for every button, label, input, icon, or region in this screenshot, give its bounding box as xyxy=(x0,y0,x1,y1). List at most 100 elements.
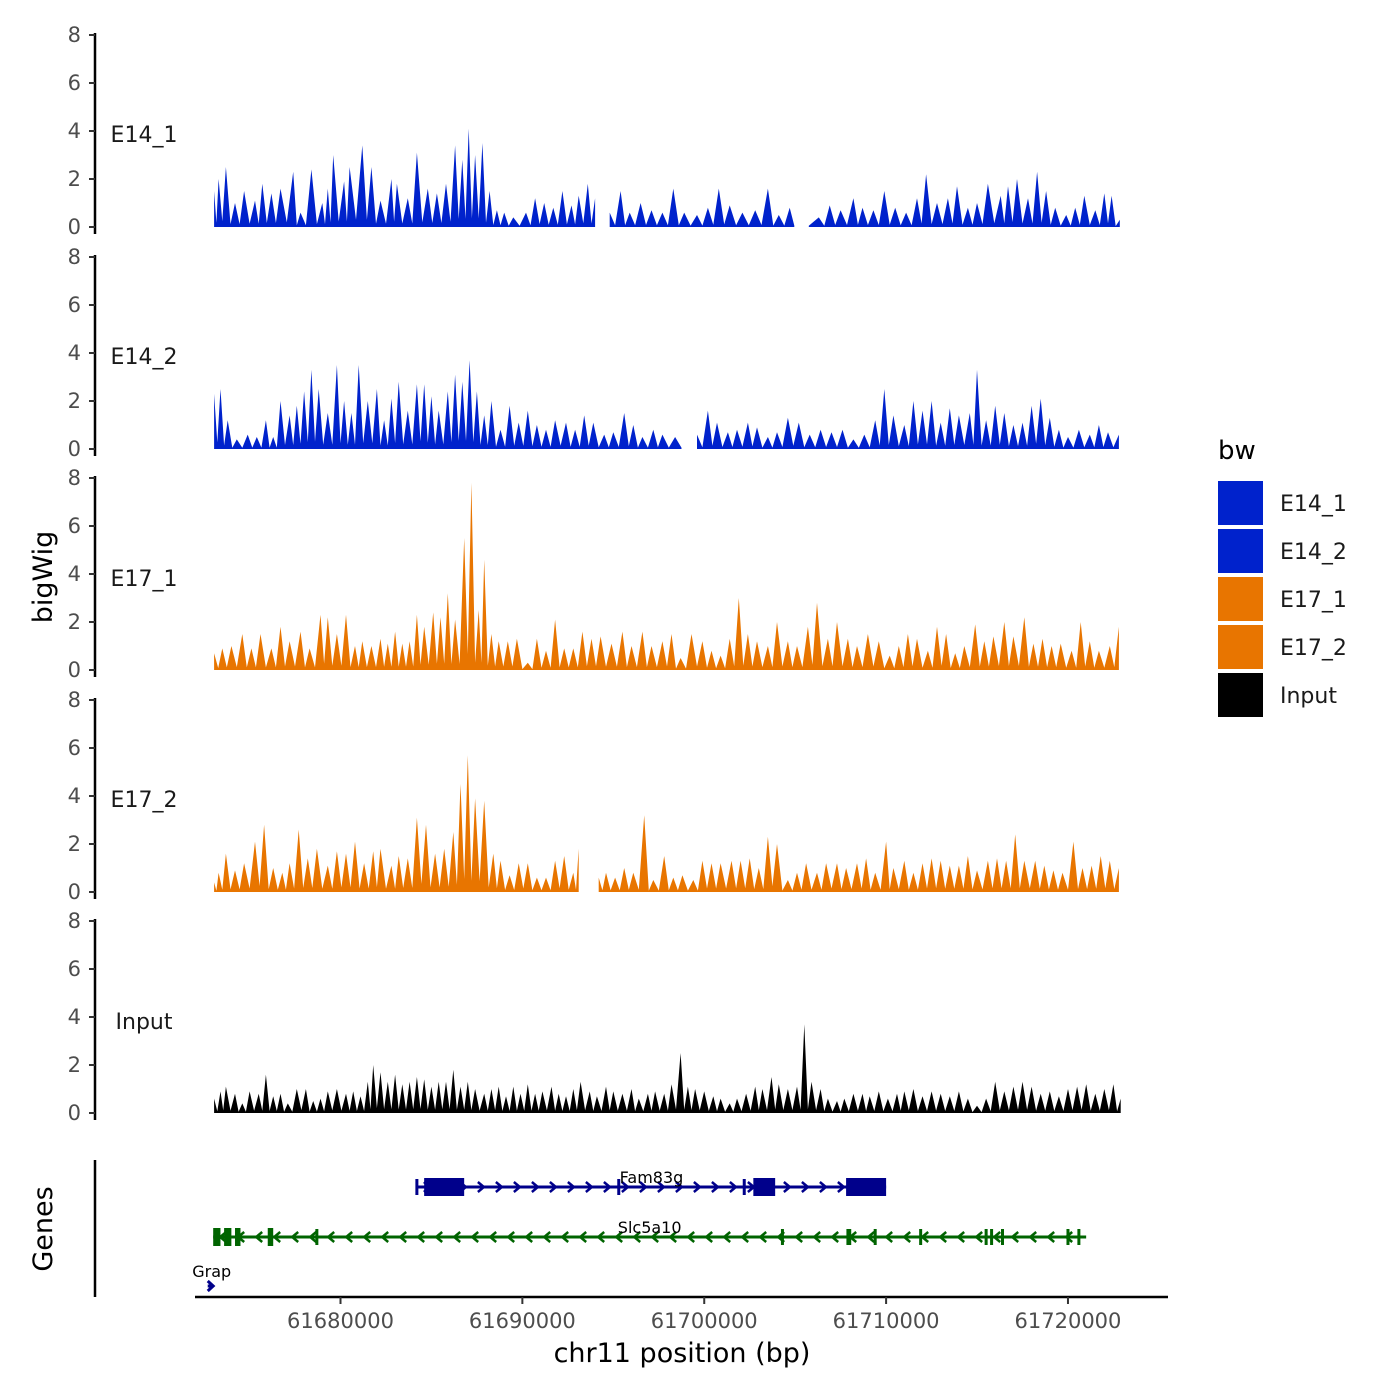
strand-arrow xyxy=(794,1231,803,1243)
y-tick-label: 8 xyxy=(68,23,81,47)
strand-arrow xyxy=(596,1231,605,1243)
y-tick-label: 2 xyxy=(68,1053,81,1077)
y-tick-label: 4 xyxy=(68,784,81,808)
coverage-area-E17_2 xyxy=(598,815,1119,892)
strand-arrow xyxy=(344,1231,353,1243)
strand-arrow xyxy=(956,1231,965,1243)
strand-arrow xyxy=(272,1231,281,1243)
strand-arrow xyxy=(398,1231,407,1243)
gene-label: Slc5a10 xyxy=(618,1218,682,1237)
legend-title: bw xyxy=(1218,436,1256,466)
coverage-area-E17_1 xyxy=(214,482,1119,670)
legend-swatch-E17_1 xyxy=(1218,577,1263,621)
track-label: Input xyxy=(116,1010,173,1035)
strand-arrow xyxy=(549,1181,558,1193)
exon-block xyxy=(224,1228,232,1246)
strand-arrow xyxy=(668,1231,677,1243)
coverage-area-E14_1 xyxy=(808,171,1120,227)
strand-arrow xyxy=(866,1231,875,1243)
y-tick-label: 2 xyxy=(68,167,81,191)
track-E17_1: 0 2 4 6 8 E17_1 xyxy=(68,466,1119,682)
track-label: E17_2 xyxy=(111,788,178,813)
strand-arrow xyxy=(1064,1231,1073,1243)
track-E17_2: 0 2 4 6 8 E17_2 xyxy=(68,688,1119,904)
strand-arrow xyxy=(938,1231,947,1243)
legend-label-E17_2: E17_2 xyxy=(1280,636,1347,661)
strand-arrow xyxy=(740,1231,749,1243)
strand-arrow xyxy=(513,1181,522,1193)
strand-arrow xyxy=(380,1231,389,1243)
strand-arrow xyxy=(585,1181,594,1193)
strand-arrow xyxy=(801,1181,810,1193)
strand-arrow xyxy=(434,1231,443,1243)
legend-label-E14_1: E14_1 xyxy=(1280,492,1347,517)
strand-arrow xyxy=(902,1231,911,1243)
y-tick-label: 0 xyxy=(68,215,81,239)
y-tick-label: 4 xyxy=(68,341,81,365)
x-axis-title: chr11 position (bp) xyxy=(554,1338,811,1369)
y-tick-label: 0 xyxy=(68,658,81,682)
y-tick-label: 8 xyxy=(68,245,81,269)
gene-annotation-track: Fam83g Slc5a10 Grap xyxy=(93,1160,1087,1297)
x-tick-label: 61720000 xyxy=(1015,1309,1122,1333)
y-tick-label: 0 xyxy=(68,880,81,904)
y-tick-label: 2 xyxy=(68,610,81,634)
y-tick-label: 6 xyxy=(68,514,81,538)
strand-arrow xyxy=(362,1231,371,1243)
exon-block xyxy=(267,1228,274,1246)
coverage-area-E14_1 xyxy=(609,188,795,227)
strand-arrow xyxy=(884,1231,893,1243)
exon-block xyxy=(213,1228,221,1246)
strand-arrow xyxy=(974,1231,983,1243)
strand-arrow xyxy=(578,1231,587,1243)
x-tick-label: 61690000 xyxy=(469,1309,576,1333)
strand-arrow xyxy=(729,1181,738,1193)
strand-arrow xyxy=(1028,1231,1037,1243)
strand-arrow xyxy=(819,1181,828,1193)
y-tick-label: 0 xyxy=(68,1101,81,1125)
strand-arrow xyxy=(531,1181,540,1193)
strand-arrow xyxy=(416,1231,425,1243)
coverage-area-E14_1 xyxy=(214,128,596,227)
y-tick-label: 8 xyxy=(68,909,81,933)
strand-arrow xyxy=(206,1279,216,1293)
x-tick-label: 61710000 xyxy=(833,1309,940,1333)
strand-arrow xyxy=(308,1231,317,1243)
strand-arrow xyxy=(783,1181,792,1193)
strand-arrow xyxy=(567,1181,576,1193)
gene-Fam83g: Fam83g xyxy=(415,1168,887,1196)
y-tick-label: 8 xyxy=(68,466,81,490)
legend-swatch-Input xyxy=(1218,673,1263,717)
strand-arrow xyxy=(470,1231,479,1243)
strand-arrow xyxy=(686,1231,695,1243)
strand-arrow xyxy=(632,1231,641,1243)
strand-arrow xyxy=(830,1231,839,1243)
strand-arrow xyxy=(506,1231,515,1243)
track-Input: 0 2 4 6 8 Input xyxy=(68,909,1121,1125)
strand-arrow xyxy=(992,1231,1001,1243)
x-tick-label: 61680000 xyxy=(287,1309,394,1333)
x-tick-label: 61700000 xyxy=(651,1309,758,1333)
coverage-tracks: 0 2 4 6 8 E14_1 0 2 4 6 8 E14_2 0 2 4 6 8 E17_1 0 2 4 6 8 E17_2… xyxy=(68,23,1121,1125)
y-tick-label: 6 xyxy=(68,71,81,95)
track-E14_2: 0 2 4 6 8 E14_2 xyxy=(68,245,1119,461)
y-tick-label: 0 xyxy=(68,437,81,461)
strand-arrow xyxy=(722,1231,731,1243)
strand-arrow xyxy=(711,1181,720,1193)
strand-arrow xyxy=(452,1231,461,1243)
track-label: E17_1 xyxy=(111,567,178,592)
strand-arrow xyxy=(326,1231,335,1243)
strand-arrow xyxy=(1046,1231,1055,1243)
y-axis-title: bigWig xyxy=(28,531,59,624)
y-tick-label: 2 xyxy=(68,832,81,856)
exon-block xyxy=(235,1228,241,1246)
coverage-area-E17_2 xyxy=(214,755,579,892)
coverage-area-Input xyxy=(214,1024,1121,1113)
gene-label: Grap xyxy=(192,1262,231,1281)
track-label: E14_2 xyxy=(111,345,178,370)
y-tick-label: 6 xyxy=(68,736,81,760)
y-tick-label: 4 xyxy=(68,562,81,586)
coverage-area-E14_2 xyxy=(697,369,1119,449)
legend-label-E17_1: E17_1 xyxy=(1280,588,1347,613)
